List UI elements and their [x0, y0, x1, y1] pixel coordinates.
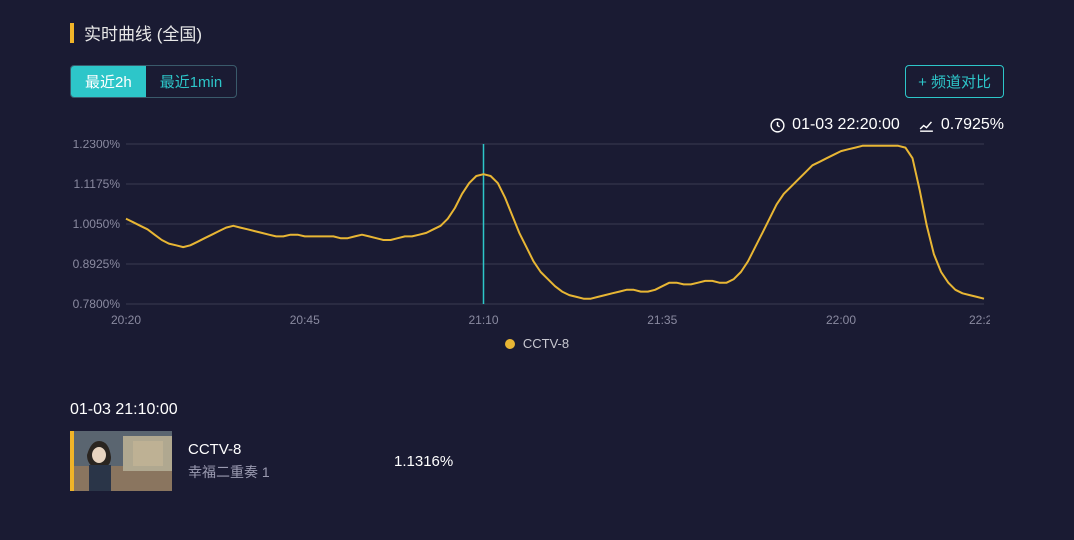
svg-text:1.1175%: 1.1175%	[74, 177, 121, 191]
timestamp-text: 01-03 22:20:00	[792, 116, 900, 134]
svg-text:20:45: 20:45	[290, 313, 320, 327]
rating-value: 1.1316%	[394, 453, 453, 470]
chart-info-row: 01-03 22:20:00 0.7925%	[70, 116, 1004, 134]
svg-text:1.2300%: 1.2300%	[73, 140, 121, 151]
current-value-text: 0.7925%	[941, 116, 1004, 134]
svg-text:21:10: 21:10	[468, 313, 498, 327]
svg-text:22:00: 22:00	[826, 313, 856, 327]
chart-container: 0.7800% 0.8925% 1.0050% 1.1175% 1.2300% 20:20…	[70, 140, 990, 330]
time-range-tabs: 最近2h 最近1min	[70, 65, 237, 98]
detail-section: 01-03 21:10:00 CCTV-8 幸福二重奏 1 1.1316%	[70, 401, 1004, 491]
title-accent-bar	[70, 23, 74, 43]
svg-text:0.7800%: 0.7800%	[73, 297, 121, 311]
controls-row: 最近2h 最近1min + 频道对比	[70, 65, 1004, 98]
channel-info: CCTV-8 幸福二重奏 1	[188, 441, 358, 482]
current-value-display: 0.7925%	[918, 116, 1004, 134]
program-thumbnail[interactable]	[70, 431, 172, 491]
legend-label: CCTV-8	[523, 336, 569, 351]
panel-header: 实时曲线 (全国)	[70, 20, 1004, 45]
legend-marker	[505, 339, 515, 349]
line-chart[interactable]: 0.7800% 0.8925% 1.0050% 1.1175% 1.2300% 20:20…	[70, 140, 990, 330]
clock-icon	[769, 117, 786, 134]
svg-text:0.8925%: 0.8925%	[73, 257, 121, 271]
channel-name: CCTV-8	[188, 441, 358, 458]
chart-legend: CCTV-8	[70, 336, 1004, 351]
chart-line-icon	[918, 117, 935, 134]
program-name: 幸福二重奏 1	[188, 462, 358, 482]
panel-title: 实时曲线 (全国)	[84, 20, 202, 45]
detail-row: CCTV-8 幸福二重奏 1 1.1316%	[70, 431, 1004, 491]
svg-text:1.0050%: 1.0050%	[73, 217, 121, 231]
tab-2h[interactable]: 最近2h	[71, 66, 146, 97]
tab-1min[interactable]: 最近1min	[146, 66, 237, 97]
compare-channel-button[interactable]: + 频道对比	[905, 65, 1004, 98]
detail-timestamp: 01-03 21:10:00	[70, 401, 1004, 419]
svg-text:21:35: 21:35	[647, 313, 677, 327]
svg-text:22:20: 22:20	[969, 313, 990, 327]
svg-text:20:20: 20:20	[111, 313, 141, 327]
timestamp-display: 01-03 22:20:00	[769, 116, 900, 134]
